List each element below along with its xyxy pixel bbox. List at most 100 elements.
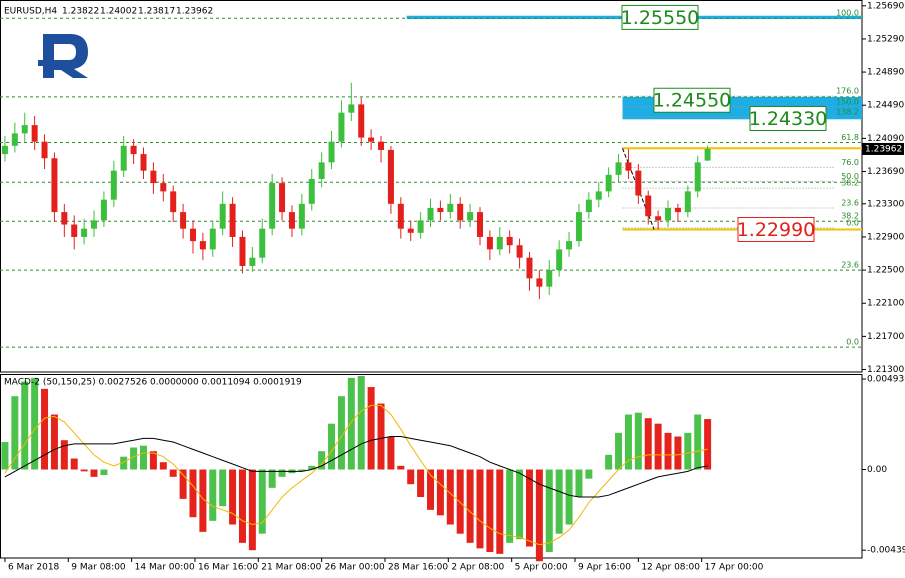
candle-body	[467, 212, 474, 221]
macd-bar	[357, 376, 365, 470]
macd-bar	[268, 469, 276, 488]
macd-bar	[41, 388, 49, 470]
y-tick-label: 1.23690	[867, 167, 904, 177]
candle-body	[41, 141, 48, 159]
macd-bar	[585, 469, 593, 479]
target-box	[621, 4, 699, 30]
candle-body	[625, 162, 632, 171]
macd-bar	[199, 469, 207, 532]
macd-bar	[575, 469, 583, 498]
inner-fib-label: 0.0	[846, 218, 859, 227]
inner-fib-label: 50.0	[841, 172, 859, 181]
ohlc-close: 1.23962	[176, 7, 213, 17]
candle-body	[556, 249, 563, 271]
x-tick-label: 17 Apr 00:00	[705, 563, 764, 573]
macd-bar	[258, 469, 266, 534]
fib-level-label: 61.8	[841, 133, 859, 142]
candle-body	[437, 207, 444, 213]
candle-body	[199, 241, 206, 250]
target-box	[737, 216, 815, 242]
candle-body	[269, 183, 276, 229]
candle-body	[635, 170, 642, 196]
x-tick-label: 6 Mar 2018	[8, 563, 60, 573]
macd-bar	[130, 447, 138, 470]
macd-bar	[347, 377, 355, 470]
macd-bar	[189, 469, 197, 518]
x-tick-label: 14 Mar 00:00	[135, 563, 195, 573]
macd-bar	[21, 381, 29, 470]
candle-body	[585, 199, 592, 213]
candle-body	[100, 199, 107, 221]
candle-body	[397, 203, 404, 229]
y-tick-label: 1.22500	[867, 266, 904, 276]
macd-title: MACD-2 (50,150,25) 0.0027526 0.0000000 0…	[4, 378, 302, 388]
candle-body	[110, 170, 117, 200]
macd-bar	[179, 469, 187, 499]
macd-bar	[50, 414, 58, 470]
candle-body	[694, 162, 701, 192]
macd-bar	[615, 432, 623, 470]
macd-signal-line	[4, 404, 708, 546]
macd-bar	[209, 469, 217, 521]
y-tick-label: 1.25290	[867, 34, 904, 44]
ohlc-low: 1.23817	[138, 7, 175, 17]
macd-bar	[229, 469, 237, 525]
candle-body	[21, 125, 28, 134]
candle-body	[476, 212, 483, 237]
macd-bar	[100, 469, 108, 476]
candle-body	[378, 141, 385, 150]
x-tick-label: 2 Apr 08:00	[451, 563, 504, 573]
macd-bar	[704, 419, 712, 470]
x-tick-label: 5 Apr 00:00	[515, 563, 568, 573]
macd-bar	[506, 469, 514, 543]
macd-bar	[436, 469, 444, 516]
macd-bar	[654, 423, 662, 470]
target-text: 1.25550	[621, 7, 700, 29]
candle-body	[387, 149, 394, 204]
macd-bar	[70, 458, 78, 470]
fib-level-label: 38.2	[841, 212, 859, 221]
macd-bar	[387, 436, 395, 470]
candle-body	[120, 145, 127, 171]
candle-body	[417, 220, 424, 233]
macd-bar	[516, 469, 524, 540]
y-tick-label: 1.24890	[867, 68, 904, 78]
y-tick-label: 1.23300	[867, 199, 904, 209]
price-tag-label: 1.23962	[865, 144, 902, 154]
macd-bar	[377, 403, 385, 470]
target-text: 1.22990	[737, 219, 816, 241]
inner-fib-label: 150.0	[836, 97, 859, 106]
macd-bar	[31, 377, 39, 470]
candle-body	[655, 216, 662, 221]
macd-bar	[367, 387, 375, 470]
candle-body	[308, 178, 315, 204]
x-tick-label: 16 Mar 16:00	[198, 563, 258, 573]
macd-bar	[278, 469, 286, 477]
macd-bar	[140, 445, 148, 470]
main-frame	[0, 0, 863, 373]
y-tick-label: 1.22900	[867, 232, 904, 242]
candle-body	[71, 224, 78, 237]
target-label: 1.24330	[749, 105, 827, 131]
macd-bar	[446, 469, 454, 525]
y-tick-label: 0.00	[867, 465, 887, 475]
candle-body	[605, 174, 612, 192]
macd-bar	[674, 436, 682, 470]
macd-bar	[328, 423, 336, 470]
candle-body	[189, 228, 196, 242]
macd-bar	[476, 469, 484, 549]
macd-bar	[308, 465, 316, 470]
ohlc-high: 1.24002	[100, 7, 137, 17]
y-tick-label: 1.24090	[867, 134, 904, 144]
candle-body	[209, 228, 216, 250]
logo	[38, 34, 88, 78]
macd-bar	[634, 412, 642, 470]
macd-bar	[238, 469, 246, 543]
fib-level-label: 100.0	[836, 9, 859, 18]
candle-body	[150, 170, 157, 184]
candle-body	[368, 137, 375, 142]
target-label: 1.24550	[653, 87, 731, 113]
macd-bar	[248, 469, 256, 551]
macd-bar	[605, 454, 613, 470]
